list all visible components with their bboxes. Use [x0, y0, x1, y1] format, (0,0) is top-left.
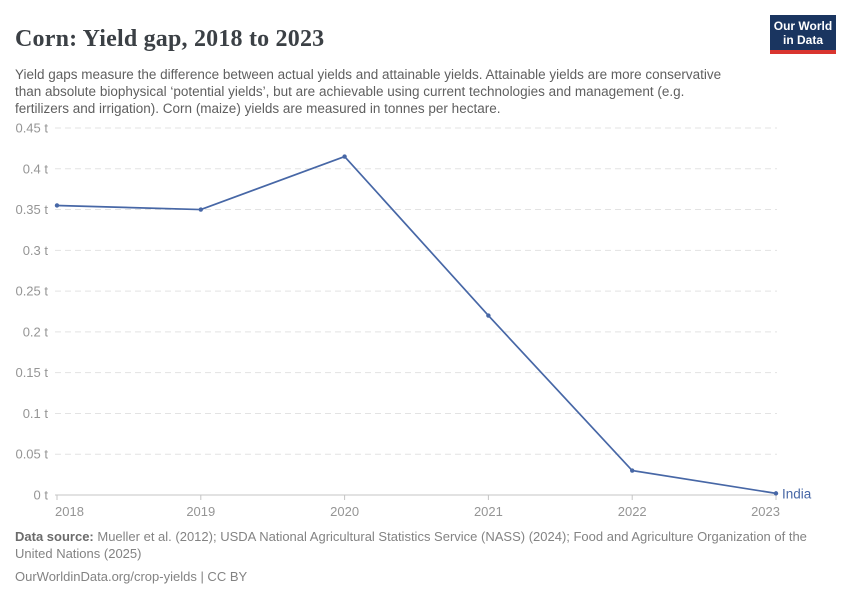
y-axis-tick-label: 0.05 t: [15, 447, 48, 462]
y-axis-tick-label: 0.4 t: [23, 161, 49, 176]
x-axis-tick-label: 2019: [186, 504, 215, 519]
data-point[interactable]: [342, 154, 347, 159]
x-axis-tick-label: 2020: [330, 504, 359, 519]
y-axis-tick-label: 0.45 t: [15, 121, 48, 136]
license-link[interactable]: OurWorldinData.org/crop-yields | CC BY: [15, 569, 248, 584]
owid-logo-line2: in Data: [782, 33, 823, 47]
y-axis-tick-label: 0.35 t: [15, 202, 48, 217]
y-axis-tick-label: 0 t: [34, 488, 49, 503]
data-point[interactable]: [630, 468, 635, 473]
y-axis-tick-label: 0.3 t: [23, 243, 49, 258]
y-axis-tick-label: 0.25 t: [15, 284, 48, 299]
license-line: OurWorldinData.org/crop-yields | CC BY: [15, 568, 807, 585]
page-title: Corn: Yield gap, 2018 to 2023: [15, 26, 325, 53]
entity-label[interactable]: India: [782, 486, 812, 501]
chart-subtitle: Yield gaps measure the difference betwee…: [15, 66, 722, 116]
y-axis-tick-label: 0.2 t: [23, 324, 49, 339]
data-source-label: Data source:: [15, 529, 94, 544]
chart-footer: Data source: Mueller et al. (2012); USDA…: [15, 528, 807, 585]
data-point[interactable]: [486, 313, 491, 318]
data-point[interactable]: [54, 203, 60, 208]
y-axis-tick-label: 0.15 t: [15, 365, 48, 380]
x-axis-tick-label: 2021: [474, 504, 503, 519]
owid-logo[interactable]: Our World in Data: [770, 15, 836, 54]
data-point[interactable]: [198, 207, 203, 212]
y-axis-tick-label: 0.1 t: [23, 406, 49, 421]
x-axis-tick-label: 2018: [55, 504, 84, 519]
series-line-india[interactable]: [56, 155, 777, 495]
data-source-text: Mueller et al. (2012); USDA National Agr…: [15, 529, 807, 561]
x-axis-tick-label: 2023: [751, 504, 780, 519]
owid-logo-line1: Our World: [773, 19, 833, 33]
data-point[interactable]: [773, 491, 779, 496]
x-axis-tick-label: 2022: [618, 504, 647, 519]
data-source-line: Data source: Mueller et al. (2012); USDA…: [15, 528, 807, 562]
